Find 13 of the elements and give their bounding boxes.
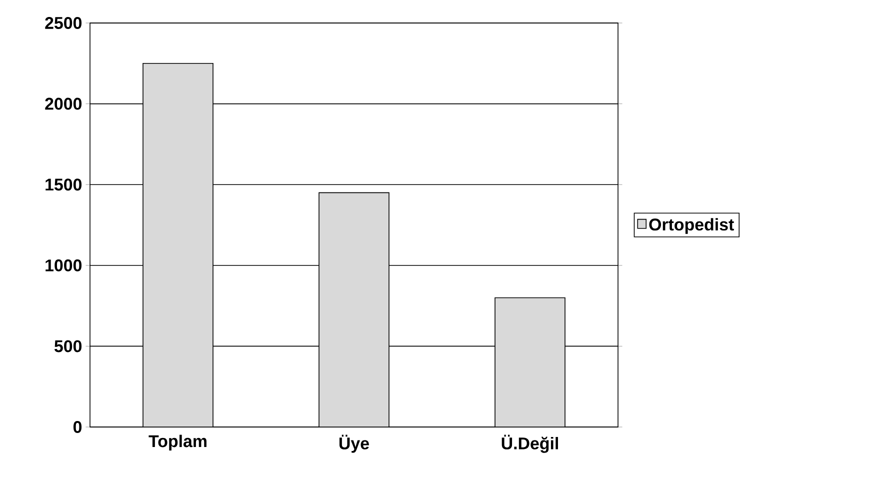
y-tick-label: 2000 — [45, 98, 82, 110]
y-tick-label: 2500 — [45, 17, 82, 29]
y-tick-label: 500 — [54, 340, 82, 352]
x-tick-label: Ü.Değil — [502, 434, 558, 453]
y-tick-label: 0 — [73, 421, 82, 433]
x-tick-label: Toplam — [148, 434, 206, 451]
x-tick-label: Üye — [339, 434, 369, 453]
legend-label: Ortopedist — [649, 218, 734, 234]
y-tick-label: 1500 — [46, 178, 82, 191]
bar — [494, 297, 566, 427]
bar — [318, 192, 390, 427]
bar — [142, 62, 214, 427]
y-tick-label: 1000 — [46, 259, 82, 272]
